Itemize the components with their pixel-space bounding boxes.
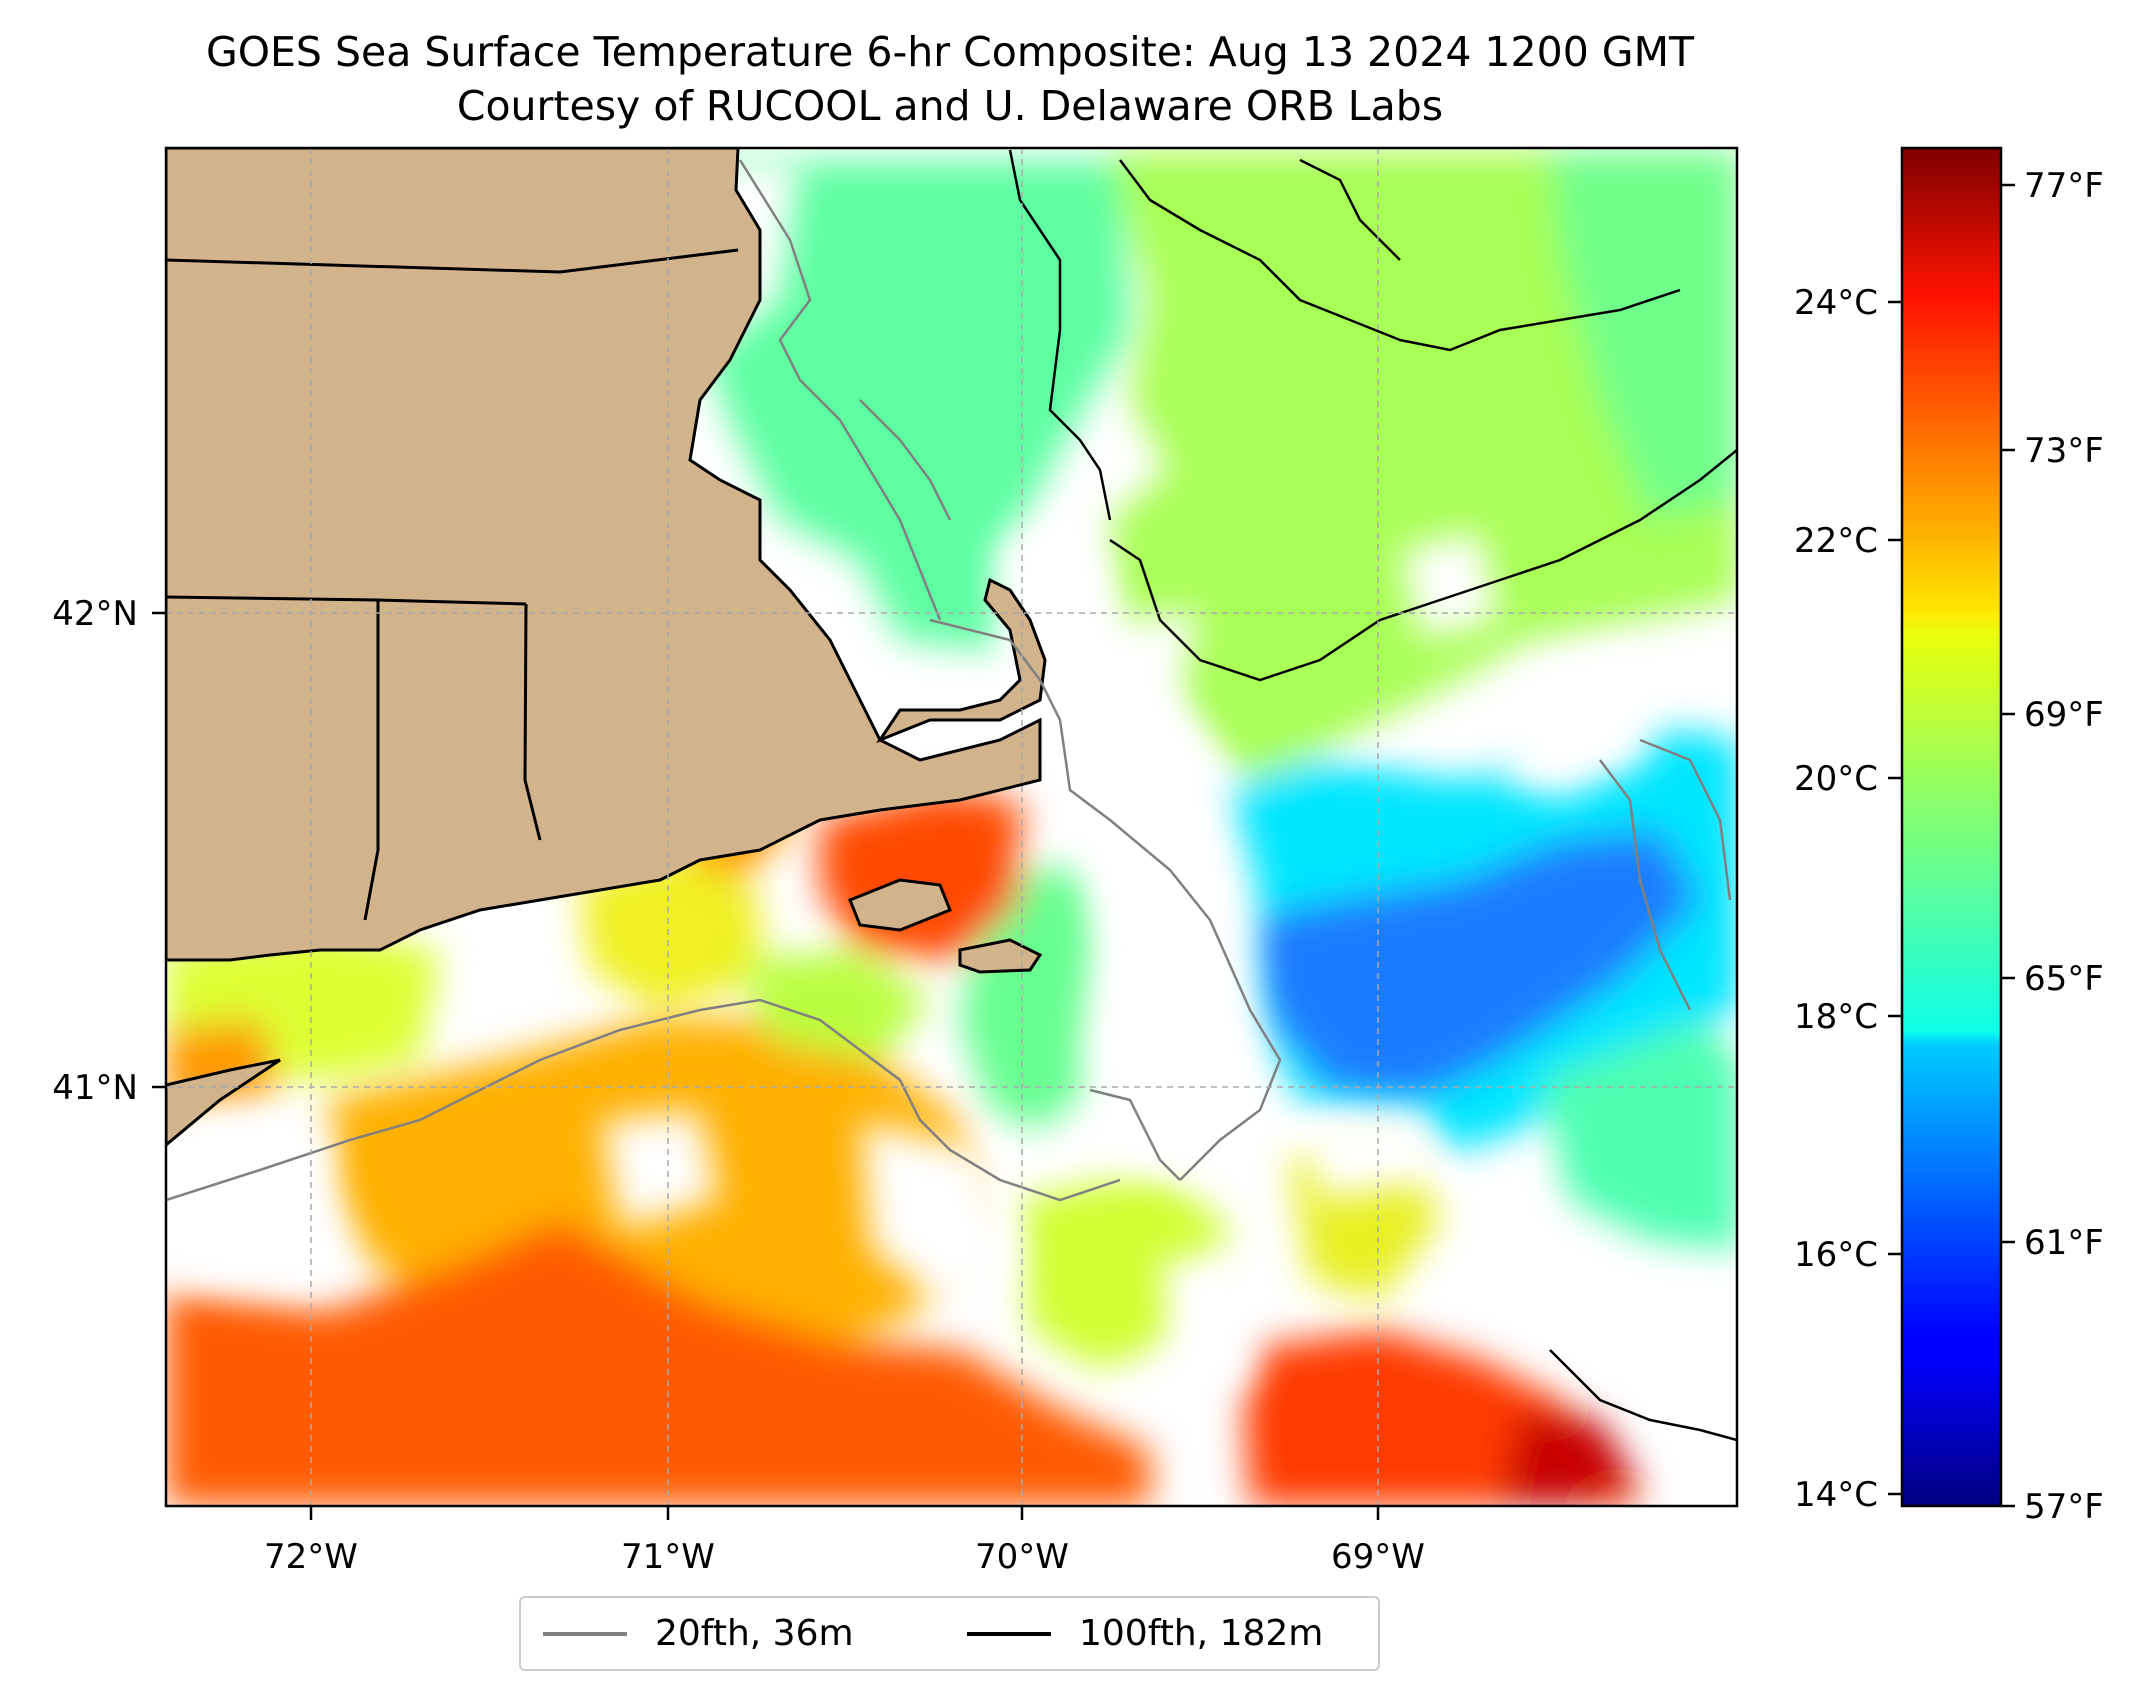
legend-swatch-20fth bbox=[543, 1631, 627, 1636]
cbar-label-f-69: 69°F bbox=[2024, 695, 2104, 735]
land-nantucket bbox=[958, 938, 1043, 974]
contour-20fth-shoal bbox=[1089, 1088, 1181, 1181]
cbar-label-c-22: 22°C bbox=[1794, 521, 1878, 561]
sst-region-center-mid bbox=[960, 870, 1110, 1130]
nodata-gap-channel bbox=[1060, 680, 1260, 1180]
cbar-label-f-73: 73°F bbox=[2024, 431, 2104, 471]
land-cape-cod bbox=[876, 577, 1047, 744]
border-ct-ri bbox=[363, 600, 380, 921]
state-borders bbox=[166, 248, 739, 921]
cbar-label-c-18: 18°C bbox=[1794, 997, 1878, 1037]
graticule bbox=[166, 148, 1737, 1506]
contour-20fth-north bbox=[738, 159, 942, 621]
nodata-gaps bbox=[166, 160, 1650, 1420]
legend-item-20fth: 20fth, 36m bbox=[543, 1598, 854, 1669]
lat-label-42n: 42°N bbox=[52, 594, 138, 634]
lon-label-70w: 70°W bbox=[975, 1537, 1069, 1577]
nodata-gap-east-2 bbox=[1300, 1110, 1440, 1200]
lat-label-41n: 41°N bbox=[52, 1068, 138, 1108]
cbar-label-f-57: 57°F bbox=[2024, 1487, 2104, 1527]
sst-region-southeast-hottest bbox=[1500, 1410, 1640, 1506]
cbar-label-c-14: 14°C bbox=[1794, 1475, 1878, 1515]
contour-20fth bbox=[166, 159, 1732, 1202]
cbar-label-f-77: 77°F bbox=[2024, 166, 2104, 206]
sst-region-east-cold bbox=[1240, 830, 1700, 1100]
contour-20fth-east-1 bbox=[1599, 759, 1692, 1011]
nodata-gap-south-1 bbox=[166, 1120, 330, 1290]
legend-label-100fth: 100fth, 182m bbox=[1079, 1613, 1324, 1654]
colorbar-gradient bbox=[1900, 146, 2003, 1508]
contour-20fth-shelf bbox=[166, 998, 1121, 1202]
chart-subtitle: Courtesy of RUCOOL and U. Delaware ORB L… bbox=[456, 82, 1444, 130]
contour-20fth-east-2 bbox=[1639, 738, 1732, 901]
land-marthas-vineyard bbox=[848, 878, 952, 932]
border-ri-ma bbox=[523, 603, 542, 841]
nodata-gap-east-1 bbox=[1500, 650, 1650, 800]
nodata-gap-south-2 bbox=[600, 1110, 720, 1230]
contour-100fth-gulf-4 bbox=[1299, 158, 1401, 261]
legend-item-100fth: 100fth, 182m bbox=[967, 1598, 1323, 1669]
lon-label-69w: 69°W bbox=[1331, 1537, 1425, 1577]
contour-20fth-cape bbox=[929, 618, 1282, 1181]
chart-title: GOES Sea Surface Temperature 6-hr Compos… bbox=[205, 28, 1695, 76]
contour-100fth-gulf-2 bbox=[1119, 159, 1681, 352]
legend-label-20fth: 20fth, 36m bbox=[655, 1613, 854, 1654]
cbar-label-c-24: 24°C bbox=[1794, 283, 1878, 323]
legend-swatch-100fth bbox=[967, 1631, 1051, 1636]
land-mainland bbox=[166, 148, 1042, 962]
contour-100fth-gulf-1 bbox=[1008, 149, 1112, 521]
sst-region-south-hot bbox=[166, 1220, 1150, 1506]
lon-label-71w: 71°W bbox=[621, 1537, 715, 1577]
sst-region-shelf-green bbox=[740, 950, 930, 1060]
border-ma-nh bbox=[166, 248, 739, 274]
nodata-gap-south-4 bbox=[1160, 1250, 1260, 1420]
cbar-label-c-20: 20°C bbox=[1794, 759, 1878, 799]
contour-100fth-gulf-3 bbox=[1109, 449, 1737, 682]
axis-ticks bbox=[152, 611, 1380, 1520]
cbar-label-f-61: 61°F bbox=[2024, 1223, 2104, 1263]
map-frame bbox=[164, 146, 1739, 1508]
contour-20fth-bay bbox=[859, 399, 952, 521]
sst-region-ne-green bbox=[1550, 150, 1737, 520]
contour-100fth-southeast bbox=[1549, 1349, 1737, 1442]
sst-region-east-mid bbox=[1540, 1020, 1737, 1250]
legend: 20fth, 36m 100fth, 182m bbox=[519, 1596, 1380, 1671]
lon-label-72w: 72°W bbox=[264, 1537, 358, 1577]
colorbar: 24°C 22°C 20°C 18°C 16°C 14°C 77°F 73°F … bbox=[1794, 146, 2104, 1527]
sst-region-shelf-yellow bbox=[580, 850, 760, 1010]
contour-100fth bbox=[1008, 149, 1737, 1442]
axis-labels: 72°W 71°W 70°W 69°W 42°N 41°N bbox=[52, 594, 1425, 1577]
land-long-island bbox=[166, 1058, 281, 1147]
cbar-label-f-65: 65°F bbox=[2024, 959, 2104, 999]
cbar-label-c-16: 16°C bbox=[1794, 1235, 1878, 1275]
